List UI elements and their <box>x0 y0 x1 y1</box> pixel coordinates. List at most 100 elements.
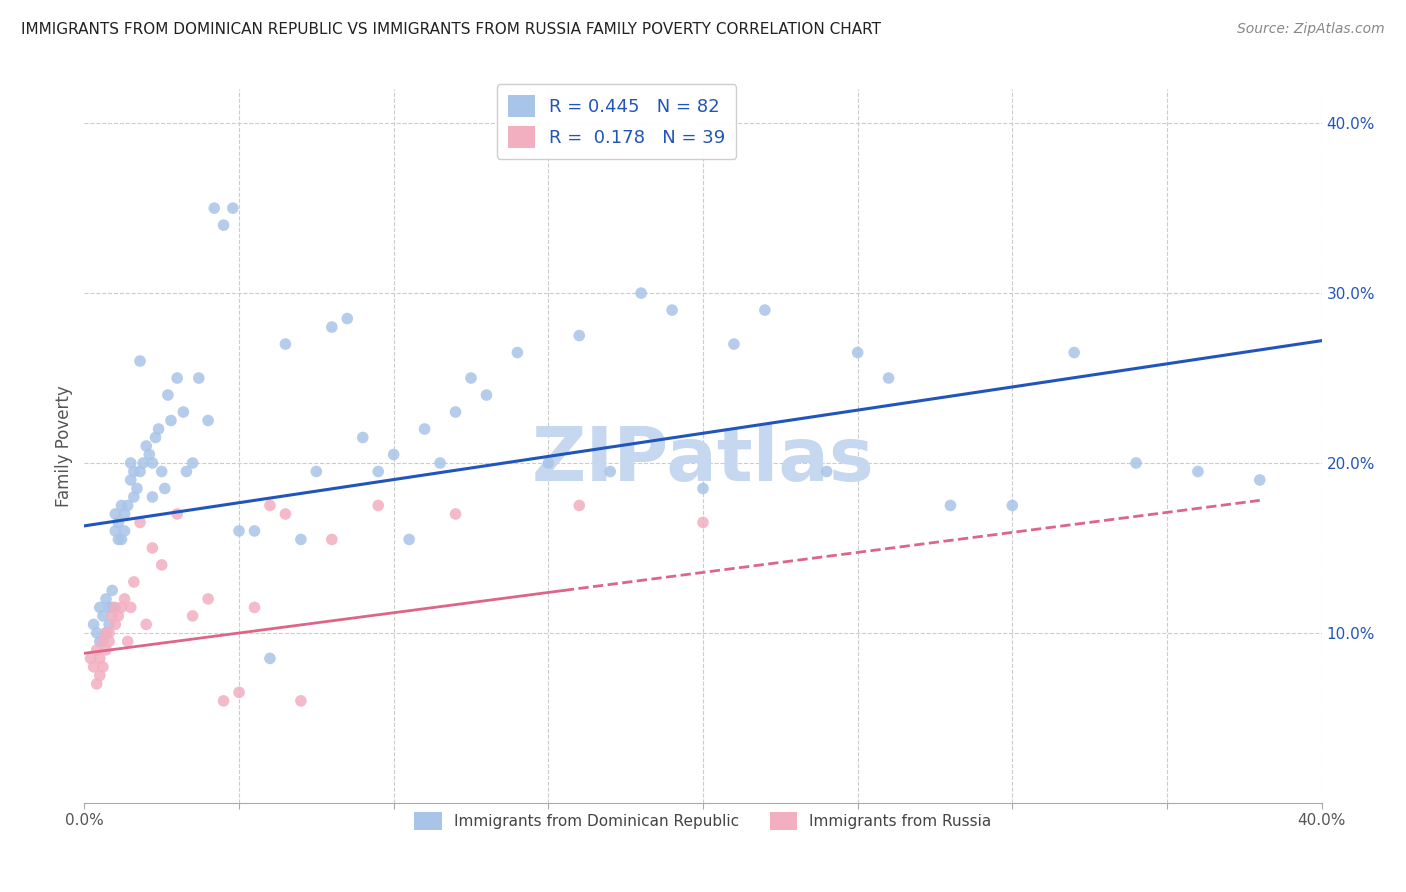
Point <box>290 533 312 547</box>
Point <box>135 439 157 453</box>
Point <box>101 608 124 623</box>
Point <box>91 660 114 674</box>
Point <box>89 600 111 615</box>
Point <box>243 600 266 615</box>
Point <box>107 533 129 547</box>
Point <box>166 507 188 521</box>
Point <box>94 643 117 657</box>
Point <box>135 617 157 632</box>
Point <box>122 465 145 479</box>
Point <box>460 371 482 385</box>
Point <box>877 371 900 385</box>
Point <box>98 626 121 640</box>
Point <box>150 558 173 572</box>
Point <box>352 430 374 444</box>
Point <box>305 465 328 479</box>
Point <box>212 218 235 232</box>
Y-axis label: Family Poverty: Family Poverty <box>55 385 73 507</box>
Point <box>110 499 132 513</box>
Point <box>148 422 170 436</box>
Legend: R = 0.445   N = 82, R =  0.178   N = 39: R = 0.445 N = 82, R = 0.178 N = 39 <box>496 84 737 159</box>
Point <box>129 465 152 479</box>
Point <box>114 507 136 521</box>
Point <box>176 465 198 479</box>
Point <box>259 651 281 665</box>
Point <box>1187 465 1209 479</box>
Point <box>398 533 420 547</box>
Point <box>79 651 101 665</box>
Point <box>692 482 714 496</box>
Point <box>259 499 281 513</box>
Point <box>187 371 209 385</box>
Point <box>444 405 467 419</box>
Point <box>101 583 124 598</box>
Point <box>86 626 108 640</box>
Point <box>129 516 152 530</box>
Point <box>181 608 204 623</box>
Point <box>321 533 343 547</box>
Point <box>181 456 204 470</box>
Point <box>630 286 652 301</box>
Point <box>939 499 962 513</box>
Point <box>336 311 359 326</box>
Point <box>83 617 105 632</box>
Point <box>98 634 121 648</box>
Point <box>110 533 132 547</box>
Point <box>91 608 114 623</box>
Point <box>1001 499 1024 513</box>
Point <box>104 524 127 538</box>
Point <box>661 303 683 318</box>
Point <box>120 473 142 487</box>
Point <box>89 634 111 648</box>
Point <box>86 643 108 657</box>
Point <box>1125 456 1147 470</box>
Point <box>222 201 245 215</box>
Point <box>290 694 312 708</box>
Point <box>1063 345 1085 359</box>
Point <box>202 201 225 215</box>
Point <box>89 651 111 665</box>
Point <box>122 574 145 589</box>
Point <box>212 694 235 708</box>
Point <box>110 600 132 615</box>
Text: ZIPatlas: ZIPatlas <box>531 424 875 497</box>
Point <box>122 490 145 504</box>
Point <box>150 465 173 479</box>
Point <box>692 516 714 530</box>
Point <box>117 634 139 648</box>
Point <box>138 448 160 462</box>
Point <box>129 354 152 368</box>
Point <box>537 456 560 470</box>
Point <box>156 388 179 402</box>
Point <box>506 345 529 359</box>
Point <box>89 668 111 682</box>
Text: Source: ZipAtlas.com: Source: ZipAtlas.com <box>1237 22 1385 37</box>
Point <box>197 413 219 427</box>
Point <box>104 617 127 632</box>
Point <box>83 660 105 674</box>
Point <box>94 626 117 640</box>
Point <box>382 448 405 462</box>
Point <box>321 320 343 334</box>
Point <box>141 490 163 504</box>
Text: IMMIGRANTS FROM DOMINICAN REPUBLIC VS IMMIGRANTS FROM RUSSIA FAMILY POVERTY CORR: IMMIGRANTS FROM DOMINICAN REPUBLIC VS IM… <box>21 22 882 37</box>
Point <box>429 456 451 470</box>
Point <box>568 499 591 513</box>
Point <box>367 465 389 479</box>
Point <box>94 626 117 640</box>
Point <box>86 677 108 691</box>
Point <box>91 634 114 648</box>
Point <box>274 337 297 351</box>
Point <box>101 600 124 615</box>
Point <box>94 591 117 606</box>
Point <box>599 465 621 479</box>
Point <box>228 524 250 538</box>
Point <box>107 608 129 623</box>
Point <box>141 456 163 470</box>
Point <box>1249 473 1271 487</box>
Point <box>243 524 266 538</box>
Point <box>413 422 436 436</box>
Point <box>444 507 467 521</box>
Point <box>723 337 745 351</box>
Point <box>367 499 389 513</box>
